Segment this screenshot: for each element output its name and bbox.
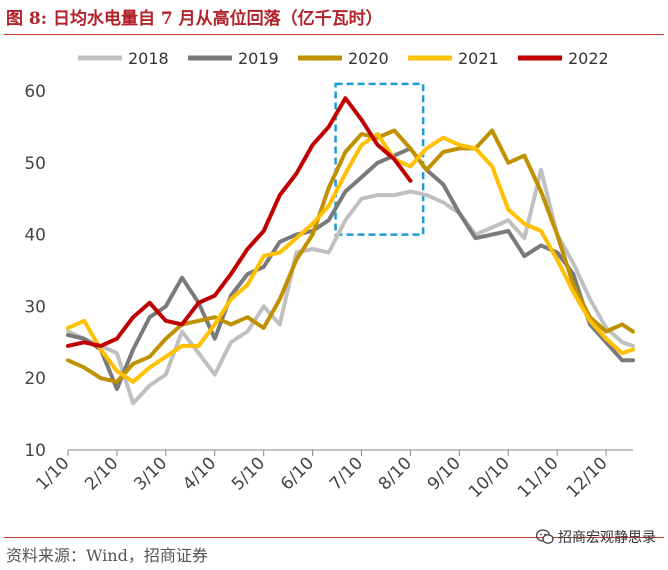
y-axis: 10 20 30 40 50 60 <box>24 82 46 461</box>
x-tick-label: 12/10 <box>563 453 612 502</box>
x-tick-label: 4/10 <box>179 453 220 494</box>
series-line-2019 <box>66 146 635 391</box>
y-tick-label: 30 <box>24 297 46 317</box>
y-tick-label: 60 <box>24 82 46 102</box>
legend-label-2020: 2020 <box>348 49 389 68</box>
legend-label-2018: 2018 <box>128 49 169 68</box>
y-tick-label: 10 <box>24 441 46 461</box>
watermark-text: 招商宏观静思录 <box>558 530 656 546</box>
series-lines <box>66 96 635 406</box>
y-tick-label: 20 <box>24 369 46 389</box>
highlight-box <box>334 82 425 236</box>
legend-label-2019: 2019 <box>238 49 279 68</box>
series-line-2022 <box>66 96 413 348</box>
x-tick-label: 8/10 <box>375 453 416 494</box>
x-tick-label: 11/10 <box>514 453 563 502</box>
x-axis: 1/10 2/10 3/10 4/10 5/10 6/10 7/10 8/10 9/10 10/1… <box>32 449 633 502</box>
legend-label-2022: 2022 <box>568 49 609 68</box>
series-line-2020 <box>66 128 635 384</box>
title-rule <box>4 34 664 35</box>
highlight-box-group <box>334 82 425 236</box>
x-tick-label: 2/10 <box>81 453 122 494</box>
x-tick-label: 5/10 <box>228 453 269 494</box>
source-note: 资料来源：Wind，招商证券 <box>6 546 208 565</box>
legend-label-2021: 2021 <box>458 49 499 68</box>
y-tick-label: 40 <box>24 226 46 246</box>
chart-legend: 2018 2019 2020 2021 2022 <box>78 49 609 68</box>
series-line-2021 <box>66 132 635 384</box>
chart-title: 图 8: 日均水电量自 7 月从高位回落（亿千瓦时） <box>6 9 383 29</box>
x-tick-label: 10/10 <box>465 453 514 502</box>
x-tick-label: 9/10 <box>424 453 465 494</box>
series-line-2018 <box>66 168 635 406</box>
wechat-icon <box>536 529 554 544</box>
x-tick-label: 6/10 <box>277 453 318 494</box>
y-tick-label: 50 <box>24 154 46 174</box>
x-tick-label: 7/10 <box>326 453 367 494</box>
x-tick-label: 3/10 <box>130 453 171 494</box>
watermark: 招商宏观静思录 <box>536 527 656 547</box>
footer-rule <box>4 537 664 538</box>
